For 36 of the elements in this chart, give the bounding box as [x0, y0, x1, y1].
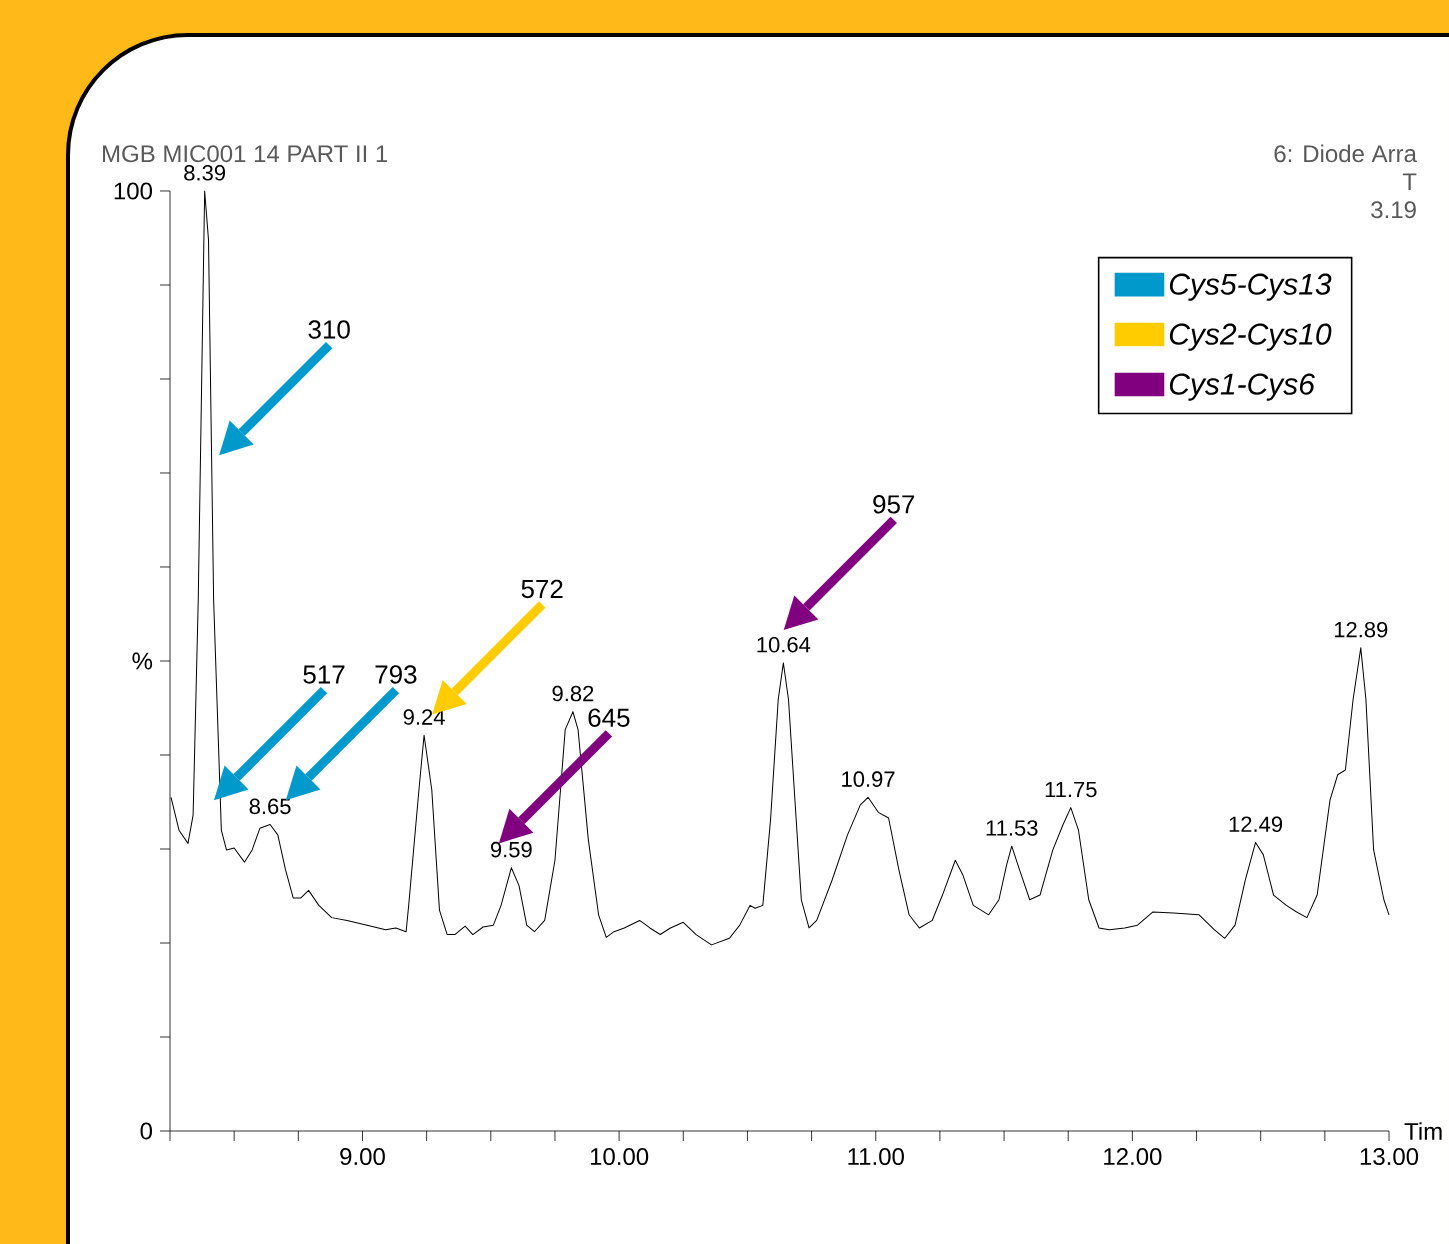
- annotation: 572: [521, 579, 563, 599]
- x-tick-label: 12.00: [1104, 1148, 1162, 1166]
- x-tick-label: 11.00: [848, 1148, 904, 1166]
- legend-label: Cys5-Cys13: [1169, 273, 1332, 301]
- annotation: 10.64: [757, 636, 811, 653]
- annotation: 12.49: [1229, 816, 1283, 833]
- text: 6: Diode Arra: [1274, 144, 1417, 163]
- chart-title: MGB MIC001 14 PART II 1: [103, 145, 388, 163]
- annotation: 11.53: [986, 820, 1038, 836]
- legend-label: Cys2-Cys10: [1169, 323, 1332, 351]
- annotation: 11.75: [1045, 781, 1097, 798]
- annotation: 8.39: [184, 165, 226, 181]
- annotation: 645: [588, 708, 630, 727]
- annotation: 10.97: [842, 771, 895, 787]
- x-tick-label: 13.00: [1360, 1148, 1419, 1166]
- x-tick-label: 10.00: [590, 1148, 649, 1166]
- y-tick-label: %: [132, 652, 153, 670]
- annotation: 9.59: [490, 841, 532, 858]
- point: [783, 595, 819, 630]
- annotation: 9.82: [552, 685, 594, 702]
- x-axis-title: Tim: [1404, 1122, 1442, 1140]
- text: T: [1402, 173, 1417, 190]
- annotation: 310: [308, 320, 350, 339]
- point: [213, 765, 249, 801]
- x-tick-label: 9.00: [340, 1148, 385, 1166]
- annotation: 8.65: [249, 798, 291, 815]
- y-tick-label: 100: [114, 182, 153, 200]
- y-tick-label: 0: [140, 1122, 153, 1140]
- annotation: 957: [873, 495, 915, 514]
- annotation: 793: [375, 665, 417, 684]
- annotation: 517: [303, 665, 345, 684]
- annotation: 3.19: [1371, 201, 1416, 219]
- annotation: 9.24: [403, 709, 445, 725]
- legend-label: Cys1-Cys6: [1169, 373, 1315, 401]
- annotation: 12.89: [1334, 621, 1388, 638]
- point: [219, 420, 254, 456]
